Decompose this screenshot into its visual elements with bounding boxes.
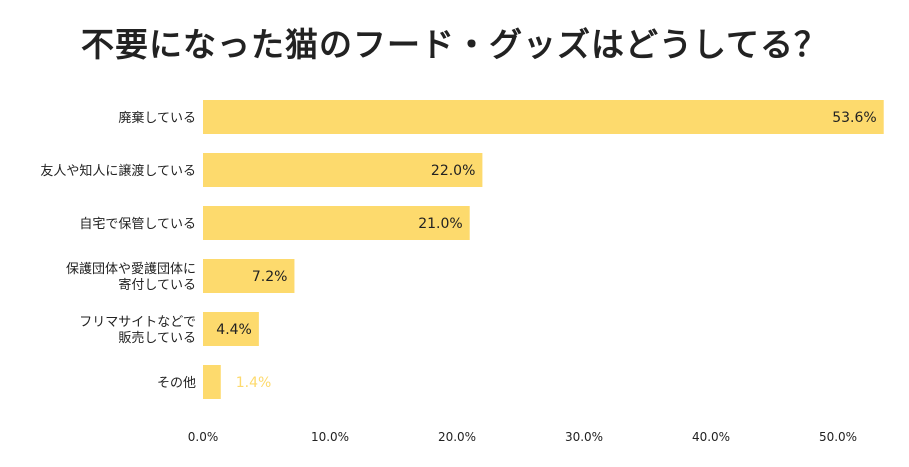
x-tick-label-0: 0.0% [188,430,219,444]
value-label-4: 4.4% [216,322,252,338]
value-label-1: 22.0% [431,163,475,179]
value-label-2: 21.0% [418,216,462,232]
bar-2 [203,206,470,240]
category-label-0: 廃棄している [118,110,196,126]
bar-4 [203,312,259,346]
x-tick-label-5: 50.0% [819,430,857,444]
bar-5 [203,365,221,399]
value-label-3: 7.2% [252,269,288,285]
x-tick-label-3: 30.0% [565,430,603,444]
chart-title: 不要になった猫のフード・グッズはどうしてる？ [80,25,828,64]
category-label-1: 友人や知人に譲渡している [40,163,196,179]
category-label-3-line-0: 保護団体や愛護団体に [66,261,196,277]
bar-0 [203,100,884,134]
category-label-4-line-1: 販売している [118,330,196,346]
bar-3 [203,259,295,293]
category-label-3-line-1: 寄付している [118,277,196,293]
x-tick-label-1: 10.0% [311,430,349,444]
category-label-4-line-0: フリマサイトなどで [79,315,196,330]
x-tick-label-2: 20.0% [438,430,476,444]
x-tick-label-4: 40.0% [692,430,730,444]
bar-1 [203,153,483,187]
category-label-5: その他 [157,376,196,391]
value-label-5: 1.4% [236,375,272,391]
value-label-0: 53.6% [832,110,876,126]
category-label-2: 自宅で保管している [79,217,196,232]
